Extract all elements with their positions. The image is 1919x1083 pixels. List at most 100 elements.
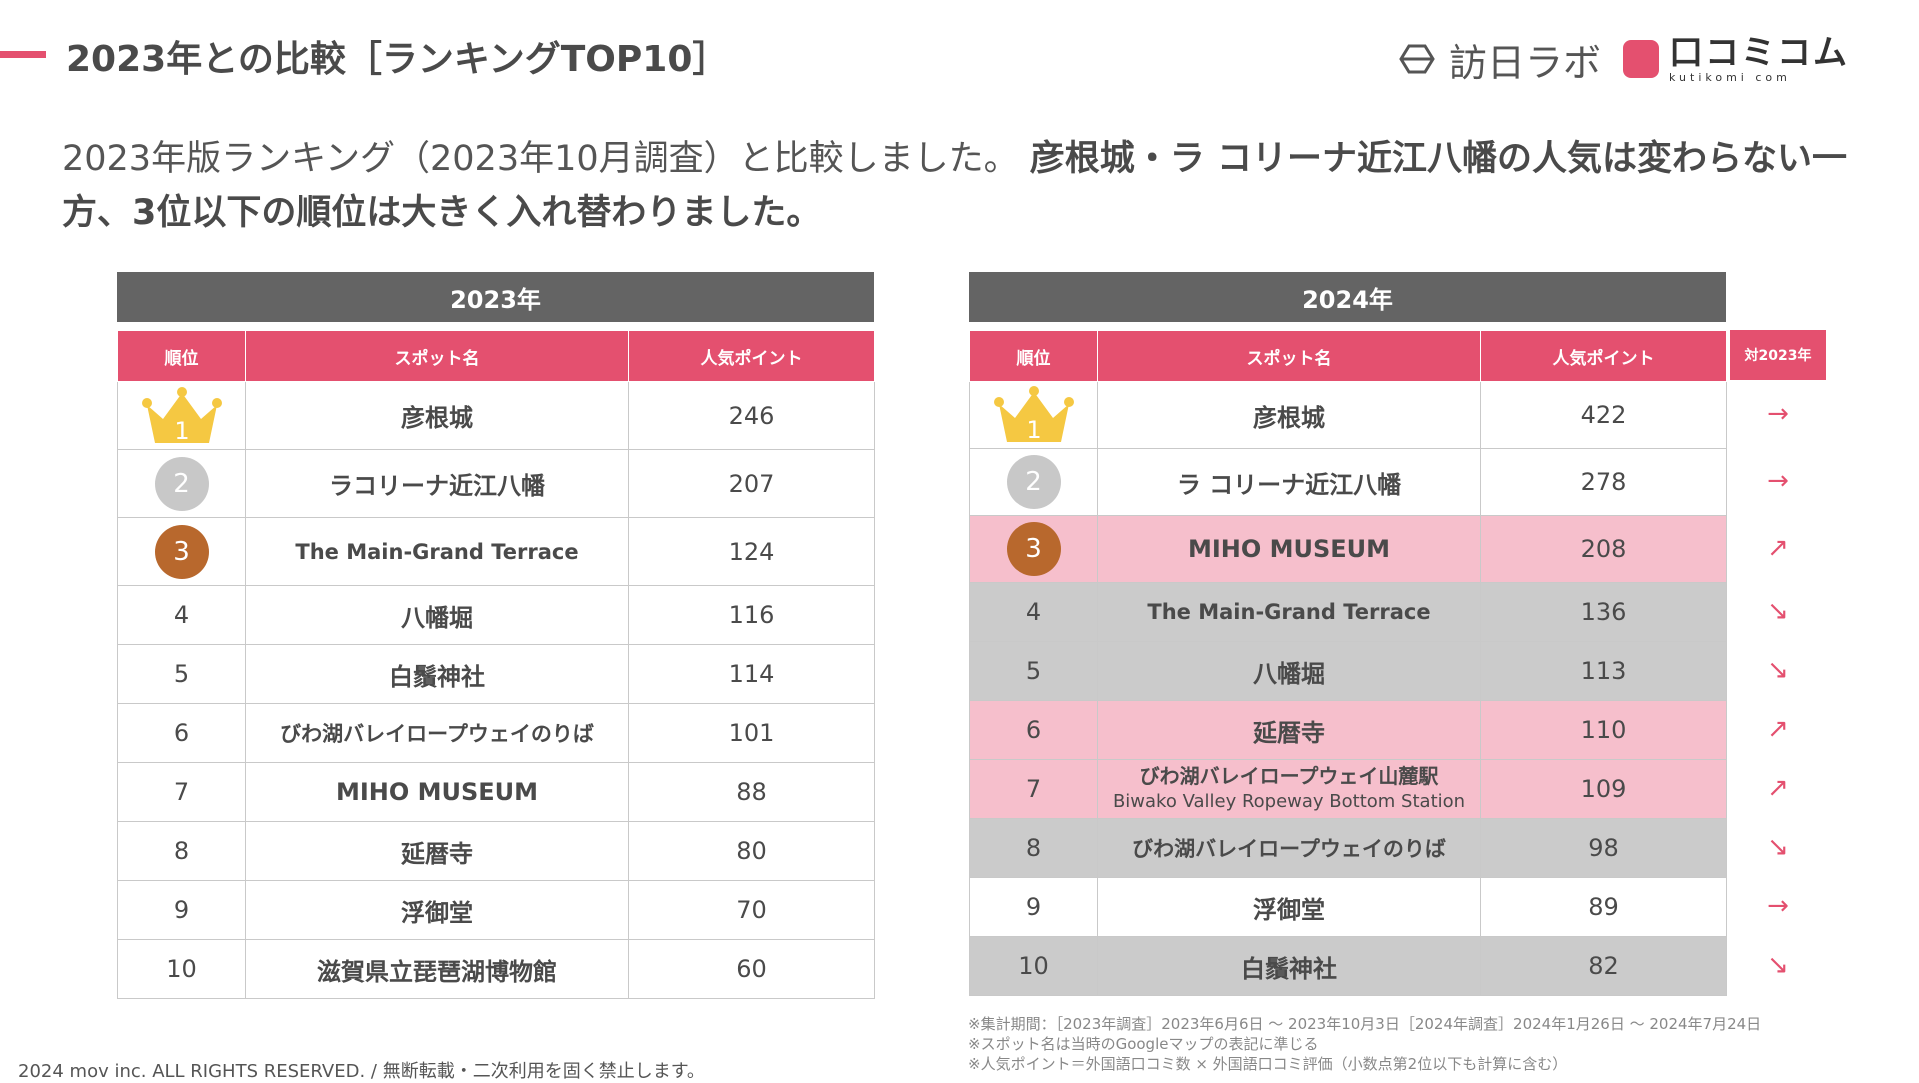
- points-cell: 110: [1480, 700, 1727, 760]
- kutikomi-subtext: kutikomi com: [1669, 70, 1791, 84]
- table-row: 8 びわ湖バレイロープウェイのりば 98: [969, 818, 1727, 878]
- trend-up-arrow-icon: ↗: [1767, 713, 1789, 744]
- table-row: 1 彦根城 246: [117, 381, 875, 450]
- houmon-lab-wordmark: 訪日ラボ: [1448, 40, 1601, 85]
- column-spot: スポット名: [245, 330, 629, 382]
- table-row: 3 The Main-Grand Terrace 124: [117, 517, 875, 586]
- houmon-lab-logo: 訪日ラボ: [1397, 32, 1601, 87]
- points-cell: 60: [628, 939, 875, 999]
- trend-down-arrow-icon: ↘: [1767, 654, 1789, 685]
- spot-name-cell: 八幡堀: [245, 585, 629, 645]
- spot-name-cell: MIHO MUSEUM: [245, 762, 629, 822]
- points-cell: 89: [1480, 877, 1727, 937]
- footnote: ※人気ポイント＝外国語口コミ数 × 外国語口コミ評価（小数点第2位以下も計算に含…: [968, 1055, 1568, 1073]
- spot-name-cell: 滋賀県立琵琶湖博物館: [245, 939, 629, 999]
- spot-name-cell: The Main-Grand Terrace: [245, 517, 629, 586]
- table-row: 2 ラコリーナ近江八幡 207: [117, 449, 875, 518]
- table-row: 9 浮御堂 89: [969, 877, 1727, 937]
- column-compare: 対2023年: [1730, 330, 1826, 380]
- table-row: 4 The Main-Grand Terrace 136: [969, 582, 1727, 642]
- rank-cell: 8: [117, 821, 246, 881]
- ranking-table-2024: 順位 スポット名 人気ポイント 1 彦根城 422 2 ラ コリーナ近江八幡 278 3 MI…: [969, 330, 1727, 996]
- points-cell: 124: [628, 517, 875, 586]
- points-cell: 98: [1480, 818, 1727, 878]
- comparison-column: 対2023年 → → ↗ ↘ ↘ ↗ ↗ ↘ → ↘: [1730, 330, 1826, 994]
- rank-cell: 10: [969, 936, 1098, 996]
- rank-cell: 9: [969, 877, 1098, 937]
- points-cell: 116: [628, 585, 875, 645]
- table-row: 5 白鬚神社 114: [117, 644, 875, 704]
- trend-up-arrow-icon: ↗: [1767, 532, 1789, 563]
- rank-cell: 6: [969, 700, 1098, 760]
- table-row: 1 彦根城 422: [969, 381, 1727, 449]
- table-row: 10 白鬚神社 82: [969, 936, 1727, 996]
- rank-cell: 8: [969, 818, 1098, 878]
- ranking-2024: 2024年 順位 スポット名 人気ポイント 1 彦根城 422 2 ラ コリーナ近江八幡…: [969, 272, 1727, 996]
- spot-name-cell: 白鬚神社: [1097, 936, 1481, 996]
- table-row: 9 浮御堂 70: [117, 880, 875, 940]
- kutikomi-icon: [1623, 40, 1659, 78]
- rank-cell: 5: [969, 641, 1098, 701]
- footnotes: ※集計期間：［2023年調査］2023年6月6日 〜 2023年10月3日［20…: [968, 1014, 1761, 1074]
- points-cell: 109: [1480, 759, 1727, 819]
- houmon-lab-icon: [1399, 44, 1435, 74]
- table-row: 4 八幡堀 116: [117, 585, 875, 645]
- rank-number: 1: [1026, 416, 1041, 444]
- column-rank: 順位: [969, 330, 1098, 382]
- spot-name-en: Biwako Valley Ropeway Bottom Station: [1112, 791, 1466, 812]
- trend-flat-arrow-icon: →: [1767, 465, 1789, 496]
- spot-name-cell: 浮御堂: [245, 880, 629, 940]
- rank-cell: 4: [117, 585, 246, 645]
- intro-text: 2023年版ランキング（2023年10月調査）と比較しました。 彦根城・ラ コリ…: [62, 132, 1862, 240]
- column-points: 人気ポイント: [1480, 330, 1727, 382]
- table-row: 6 延暦寺 110: [969, 700, 1727, 760]
- spot-name-cell: ラ コリーナ近江八幡: [1097, 448, 1481, 516]
- copyright: 2024 mov inc. ALL RIGHTS RESERVED. / 無断転…: [18, 1061, 705, 1082]
- points-cell: 80: [628, 821, 875, 881]
- column-spot: スポット名: [1097, 330, 1481, 382]
- rank-cell: 9: [117, 880, 246, 940]
- rank-cell: 4: [969, 582, 1098, 642]
- footnote: ※スポット名は当時のGoogleマップの表記に準じる: [968, 1035, 1319, 1053]
- year-header-2024: 2024年: [969, 272, 1726, 322]
- logos: 訪日ラボ 口コミコム kutikomi com: [1397, 36, 1849, 85]
- points-cell: 246: [628, 381, 875, 450]
- table-row: 5 八幡堀 113: [969, 641, 1727, 701]
- points-cell: 114: [628, 644, 875, 704]
- points-cell: 207: [628, 449, 875, 518]
- table-row: 6 びわ湖バレイロープウェイのりば 101: [117, 703, 875, 763]
- rank-cell: 3: [969, 515, 1098, 583]
- bronze-medal-icon: 3: [154, 524, 209, 579]
- spot-name-cell: ラコリーナ近江八幡: [245, 449, 629, 518]
- spot-name-cell: 延暦寺: [1097, 700, 1481, 760]
- column-rank: 順位: [117, 330, 246, 382]
- kutikomi-wordmark: 口コミコム: [1669, 32, 1849, 73]
- rank-cell: 1: [117, 381, 246, 450]
- footnote: ※集計期間：［2023年調査］2023年6月6日 〜 2023年10月3日［20…: [968, 1015, 1762, 1033]
- page-title: 2023年との比較［ランキングTOP10］: [66, 39, 729, 80]
- kutikomi-logo: 口コミコム kutikomi com: [1623, 36, 1849, 83]
- points-cell: 278: [1480, 448, 1727, 516]
- trend-flat-arrow-icon: →: [1767, 890, 1789, 921]
- intro-normal: 2023年版ランキング（2023年10月調査）と比較しました。: [62, 139, 1019, 179]
- trend-down-arrow-icon: ↘: [1767, 949, 1789, 980]
- silver-medal-icon: 2: [1006, 455, 1061, 509]
- table-row: 8 延暦寺 80: [117, 821, 875, 881]
- rank-cell: 1: [969, 381, 1098, 449]
- intro-bold: 彦根城・ラ コリーナ近江八幡の人気は変わらない一方、3位以下の順位は大きく入れ替…: [62, 139, 1847, 233]
- trend-flat-arrow-icon: →: [1767, 398, 1789, 429]
- spot-name-cell: 八幡堀: [1097, 641, 1481, 701]
- trend-down-arrow-icon: ↘: [1767, 595, 1789, 626]
- trend-up-arrow-icon: ↗: [1767, 772, 1789, 803]
- column-points: 人気ポイント: [628, 330, 875, 382]
- points-cell: 88: [628, 762, 875, 822]
- spot-name-ja: びわ湖バレイロープウェイ山麓駅: [1139, 764, 1439, 788]
- rank-cell: 10: [117, 939, 246, 999]
- points-cell: 82: [1480, 936, 1727, 996]
- table-row: 10 滋賀県立琵琶湖博物館 60: [117, 939, 875, 999]
- ranking-table-2023: 順位 スポット名 人気ポイント 1 彦根城 246 2 ラコリーナ近江八幡 207 3 The…: [117, 330, 875, 999]
- rank-cell: 7: [969, 759, 1098, 819]
- gold-crown-icon: 1: [993, 386, 1074, 444]
- silver-medal-icon: 2: [154, 456, 209, 511]
- table-row: 2 ラ コリーナ近江八幡 278: [969, 448, 1727, 516]
